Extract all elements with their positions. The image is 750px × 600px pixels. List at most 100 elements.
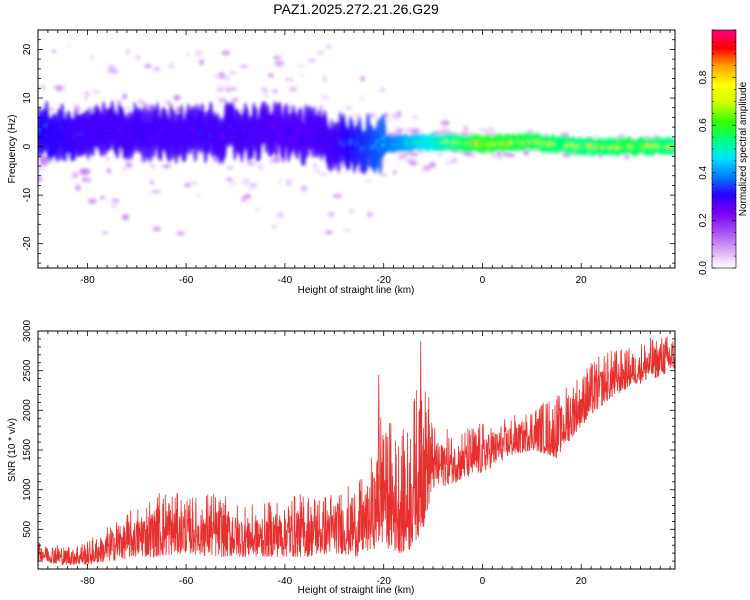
spectrogram-noise-cell (395, 127, 404, 134)
spectrogram-noise-cell (444, 161, 451, 165)
spectrogram-noise-cell (307, 58, 316, 63)
spectrogram-noise-cell (449, 160, 459, 164)
spectrogram-noise-cell (316, 169, 320, 173)
x-tick-label: -80 (80, 576, 95, 587)
spectrogram-noise-cell (463, 125, 469, 131)
spectrogram-noise-cell (264, 93, 268, 98)
colorbar-frame (711, 29, 737, 269)
spectrogram-noise-cell (224, 75, 231, 82)
x-tick-label: -80 (80, 275, 95, 286)
x-tick-label: -20 (376, 275, 391, 286)
snr-x-label: Height of straight line (km) (298, 585, 415, 596)
spectrogram-noise-cell (228, 181, 238, 185)
spectrogram-noise-cell (229, 71, 237, 75)
spectrogram-noise-cell (318, 105, 324, 110)
spectrogram-noise-cell (271, 225, 277, 229)
spectrogram-noise-cell (107, 64, 116, 72)
snr-panel: -80 -60 -40 -20 0 20 50010001500200025003000 … (7, 319, 676, 596)
spectrogram-noise-cell (345, 105, 353, 110)
spectrogram-noise-cell (487, 127, 494, 132)
spectrogram-noise-cell (212, 74, 222, 78)
spectrogram-noise-cell (257, 164, 265, 171)
spectrogram-noise-cell (153, 66, 161, 72)
spectrogram-noise-cell (241, 195, 247, 203)
chart-title: PAZ1.2025.272.21.26.G29 (273, 1, 439, 17)
spectrogram-noise-cell (38, 176, 43, 183)
x-tick-label: -60 (179, 275, 194, 286)
spectrogram-noise-cell (212, 157, 219, 162)
spectrogram-noise-cell (122, 214, 129, 221)
x-tick-label: 0 (480, 576, 486, 587)
spectrogram-noise-cell (38, 165, 44, 172)
y-tick-label: 2500 (22, 359, 33, 382)
spectrogram-noise-cell (125, 161, 133, 168)
spectrogram-noise-cell (623, 155, 631, 162)
spectrogram-noise-cell (396, 110, 402, 117)
spectrogram-noise-cell (316, 50, 325, 55)
colorbar: 0.0 0.2 0.4 0.6 0.8 Normalized spectral ampl… (698, 29, 749, 275)
spectrogram-noise-cell (393, 169, 397, 175)
y-tick-label: 1000 (22, 478, 33, 501)
spectrogram-noise-cell (451, 157, 457, 161)
spectrogram-noise-cell (84, 92, 90, 96)
snr-y-label: SNR (10 * v/v) (7, 418, 18, 482)
spectrogram-noise-cell (410, 128, 421, 135)
spectrogram-noise-cell (296, 64, 306, 68)
spectrogram-noise-cell (381, 173, 388, 177)
spectrogram-noise-cell (398, 152, 406, 159)
y-tick-label: 2000 (22, 399, 33, 422)
spectrogram-noise-cell (261, 86, 269, 94)
spectrogram-noise-cell (189, 181, 198, 186)
spectrogram-noise-cell (100, 195, 105, 200)
spectrogram-noise-cell (323, 75, 327, 83)
spectrogram-noise-cell (195, 193, 201, 198)
spectrogram-noise-cell (124, 106, 133, 110)
spectrogram-noise-cell (325, 44, 332, 49)
spectrogram-noise-cell (87, 198, 97, 205)
y-tick-label: 0 (22, 143, 33, 149)
spectrogram-noise-cell (267, 73, 274, 78)
y-tick-label: 3000 (22, 319, 33, 342)
spectrogram-noise-cell (382, 159, 388, 163)
spectrogram-noise-cell (478, 128, 487, 132)
colorbar-tick-label: 0.6 (698, 118, 709, 132)
spectrogram-noise-cell (325, 230, 333, 235)
spectrogram-panel: -80 -60 -40 -20 0 20 -20 -10 0 10 20 Height of st… (7, 29, 676, 296)
spectrogram-noise-cell (111, 198, 120, 203)
spectrogram-noise-cell (84, 97, 88, 100)
spectrogram-noise-cell (411, 116, 419, 119)
spectrogram-noise-cell (408, 161, 418, 165)
spectrogram-noise-cell (122, 165, 127, 172)
snr-x-ticks: -80 -60 -40 -20 0 20 (37, 331, 671, 587)
spectrogram-noise-cell (216, 87, 224, 92)
colorbar-tick-label: 0.0 (698, 261, 709, 275)
y-tick-label: 20 (22, 43, 33, 55)
spectrogram-noise-cell (491, 129, 497, 134)
spectrogram-noise-cell (141, 101, 148, 107)
spectrogram-noise-cell (385, 118, 392, 123)
spectrogram-noise-cell (246, 187, 257, 190)
spectrogram-noise-cell (75, 109, 83, 112)
spectrogram-noise-cell (194, 50, 204, 57)
spectrogram-noise-cell (272, 156, 281, 164)
x-tick-label: 20 (576, 576, 588, 587)
spectrogram-noise-cell (143, 64, 153, 68)
colorbar-tick-label: 0.2 (698, 213, 709, 227)
spectrogram-noise-cell (151, 189, 162, 194)
spectrogram-noise-cell (300, 185, 308, 192)
spectrogram-noise-cell (148, 164, 157, 168)
spectrogram-noise-cell (496, 149, 501, 156)
spectrogram-noise-cell (405, 158, 416, 162)
colorbar-label: Normalized spectral amplitude (738, 81, 749, 216)
spectrogram-noise-cell (75, 184, 81, 192)
colorbar-tick-label: 0.8 (698, 70, 709, 84)
y-tick-label: -10 (22, 187, 33, 202)
x-tick-label: -40 (278, 275, 293, 286)
spectrogram-noise-cell (162, 164, 171, 169)
spectrogram-noise-cell (284, 78, 294, 81)
spectrogram-noise-cell (440, 128, 451, 134)
spectrogram-x-ticks: -80 -60 -40 -20 0 20 (37, 30, 671, 286)
spectrogram-noise-cell (343, 229, 352, 232)
spectrogram-noise-cell (349, 208, 354, 214)
spectrogram-noise-cell (136, 54, 141, 61)
